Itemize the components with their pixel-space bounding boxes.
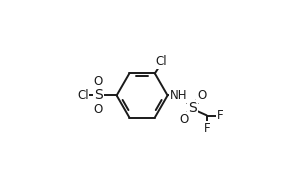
Text: Cl: Cl bbox=[156, 55, 167, 68]
Text: O: O bbox=[179, 113, 188, 126]
Text: S: S bbox=[188, 101, 197, 115]
Text: S: S bbox=[94, 88, 103, 102]
Text: Cl: Cl bbox=[77, 89, 88, 102]
Text: O: O bbox=[94, 75, 103, 88]
Text: F: F bbox=[217, 109, 223, 122]
Text: F: F bbox=[204, 122, 210, 135]
Text: O: O bbox=[197, 89, 206, 102]
Text: O: O bbox=[94, 103, 103, 116]
Text: NH: NH bbox=[170, 89, 187, 102]
